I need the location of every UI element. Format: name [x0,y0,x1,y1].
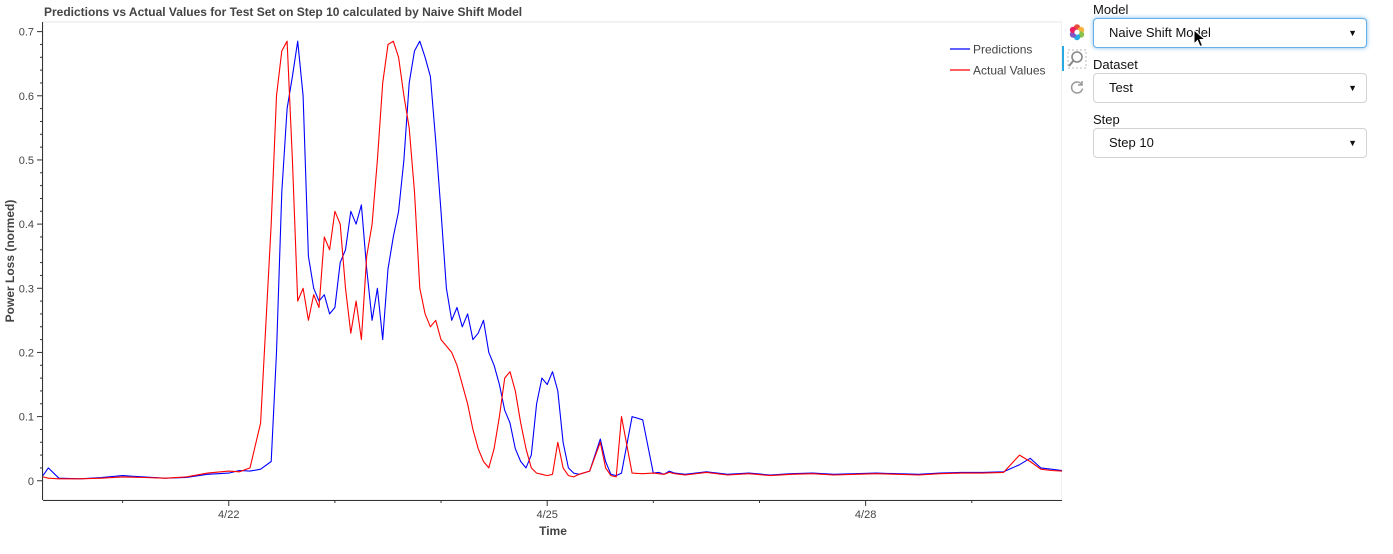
series-lines [42,40,1062,480]
y-tick-label: 0.7 [19,27,34,39]
x-tick-label: 4/28 [855,509,876,521]
chart-toolbar [1062,18,1088,100]
bokeh-logo-icon[interactable] [1066,21,1088,43]
chart-title: Predictions vs Actual Values for Test Se… [44,5,522,19]
active-tool-indicator [1062,46,1064,71]
dataset-label: Dataset [1093,57,1138,72]
chart: Predictions vs Actual Values for Test Se… [3,5,1062,538]
dataset-select[interactable]: Test ▼ [1093,73,1367,103]
y-axis-label: Power Loss (normed) [3,200,17,323]
y-tick-label: 0.5 [19,155,34,167]
y-tick-label: 0.3 [19,283,34,295]
x-axis-label: Time [539,524,567,538]
controls-panel: Model Naive Shift Model ▼ Dataset Test ▼… [1093,0,1367,158]
step-label: Step [1093,112,1120,127]
series-line-actual-values [42,40,1062,480]
zoom-tool-icon[interactable] [1066,48,1088,70]
model-select[interactable]: Naive Shift Model ▼ [1093,18,1367,48]
legend: Predictions Actual Values [950,43,1046,78]
step-select[interactable]: Step 10 ▼ [1093,128,1367,158]
y-tick-label: 0.2 [19,347,34,359]
y-tick-label: 0.4 [19,219,34,231]
dataset-select-value: Test [1109,80,1133,95]
model-label: Model [1093,2,1129,17]
chevron-down-icon: ▼ [1348,83,1357,93]
y-axis-ticks: 0 0.1 0.2 0.3 0.4 0.5 0.6 0.7 [19,27,43,488]
x-tick-label: 4/22 [218,509,239,521]
step-select-value: Step 10 [1109,135,1154,150]
x-axis-ticks: 4/22 4/25 4/28 [122,500,973,521]
chevron-down-icon: ▼ [1348,28,1357,38]
reset-icon[interactable] [1066,76,1088,98]
y-tick-label: 0.1 [19,412,34,424]
mouse-cursor-icon [1193,29,1207,48]
plot-frame [42,21,1062,501]
model-select-value: Naive Shift Model [1109,25,1211,40]
legend-label-predictions: Predictions [973,43,1032,57]
legend-label-actual: Actual Values [973,64,1046,78]
series-line-predictions [42,40,1062,480]
chevron-down-icon: ▼ [1348,138,1357,148]
y-tick-label: 0 [28,476,34,488]
x-tick-label: 4/25 [536,509,557,521]
y-tick-label: 0.6 [19,91,34,103]
